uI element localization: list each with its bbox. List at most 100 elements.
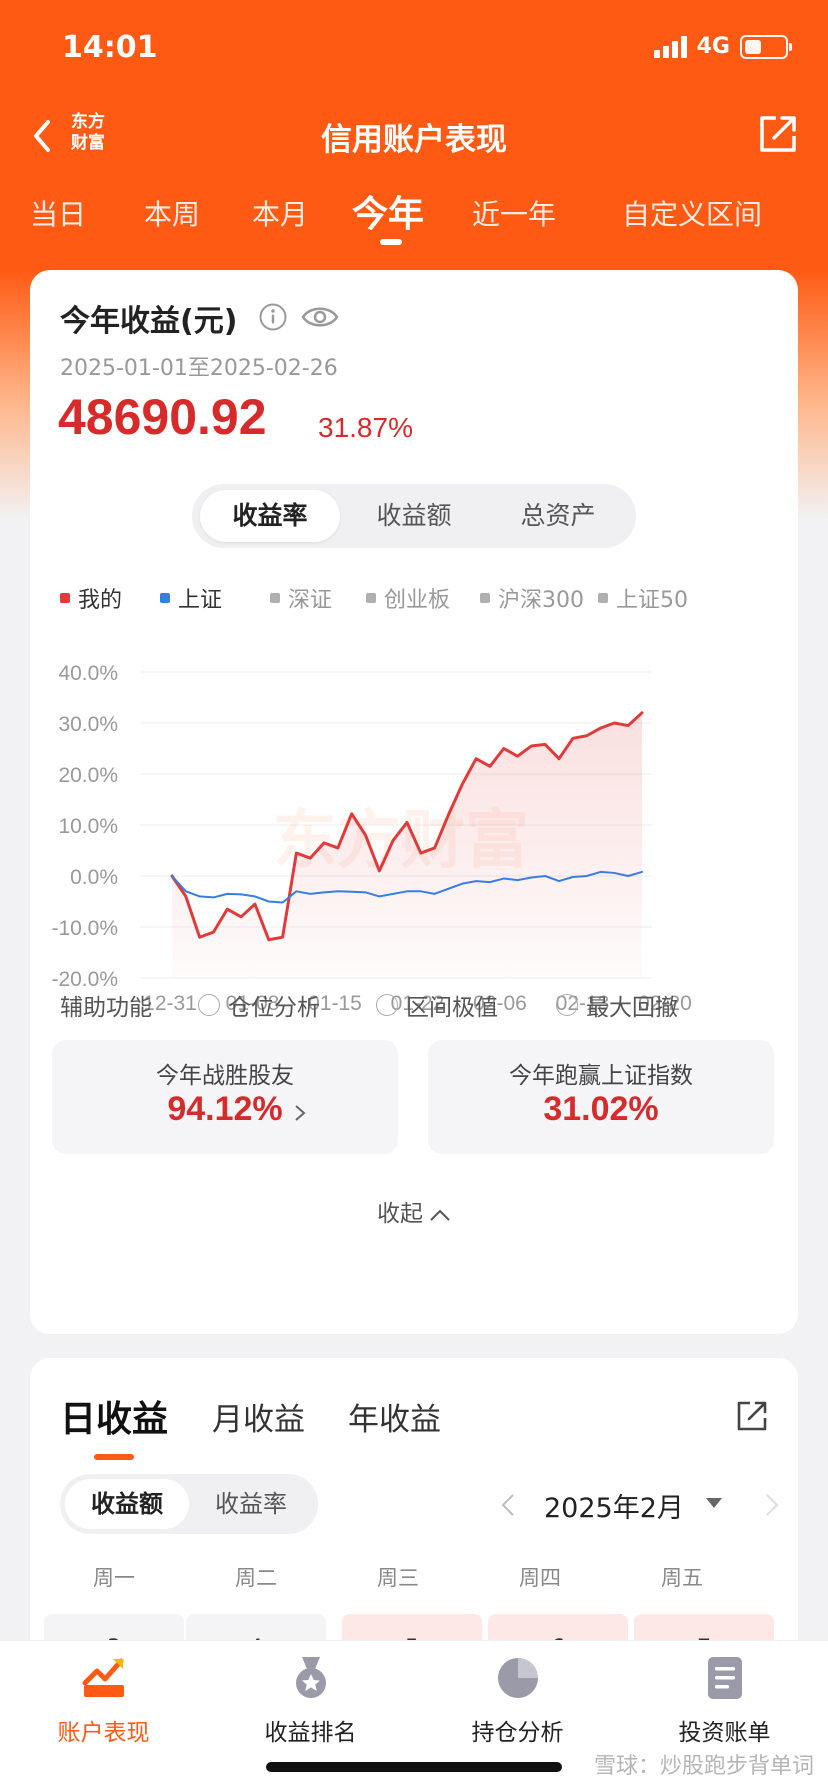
series-line-shanghai xyxy=(171,870,643,904)
legend-item-shanghai[interactable]: 上证 xyxy=(160,582,222,614)
tabbar-account-performance[interactable]: 账户表现 xyxy=(0,1655,207,1747)
chevron-up-icon xyxy=(430,1209,450,1221)
weekday-label: 周三 xyxy=(377,1566,419,1590)
tab-today[interactable]: 当日 xyxy=(30,198,87,231)
total-return-percent: 31.87% xyxy=(318,412,413,443)
total-return-value: 48690.92 xyxy=(58,389,267,445)
legend-label: 创业板 xyxy=(384,588,451,613)
tab-yearly-returns[interactable]: 年收益 xyxy=(348,1402,441,1438)
nav-bar: 东方财富 信用账户表现 xyxy=(0,100,828,172)
amount-rate-toggle: 收益额 收益率 xyxy=(60,1474,318,1534)
legend-swatch xyxy=(366,593,376,603)
stat-value: 31.02% xyxy=(543,1090,659,1128)
tab-return-amount[interactable]: 收益额 xyxy=(376,501,452,530)
page-title: 信用账户表现 xyxy=(321,122,507,158)
chevron-right-icon xyxy=(295,1105,306,1121)
dropdown-icon[interactable] xyxy=(706,1498,722,1508)
beat-index-stat: 今年跑赢上证指数 31.02% xyxy=(428,1040,774,1154)
y-tick-label: 20.0% xyxy=(58,764,118,787)
stat-value: 94.12% xyxy=(167,1090,283,1128)
tabbar-label: 持仓分析 xyxy=(471,1720,564,1746)
signal-icon xyxy=(653,35,687,58)
option-range-extremes[interactable]: 区间极值 xyxy=(376,988,498,1022)
legend-item-shenzhen[interactable]: 深证 xyxy=(270,582,332,614)
return-chart[interactable]: 40.0%30.0%20.0%10.0%0.0%-10.0%-20.0%东方财富… xyxy=(30,640,798,1050)
status-icons: 4G xyxy=(653,34,792,59)
weekday-label: 周二 xyxy=(235,1566,277,1590)
date-range: 2025-01-01至2025-02-26 xyxy=(60,356,338,381)
weekday-label: 周一 xyxy=(93,1566,135,1590)
legend-swatch xyxy=(480,593,490,603)
battery-icon xyxy=(740,34,792,59)
tab-last-year[interactable]: 近一年 xyxy=(472,198,557,231)
tabbar-return-ranking[interactable]: 收益排名 xyxy=(207,1655,414,1747)
summary-title: 今年收益(元) xyxy=(60,304,238,339)
tabbar-holdings-analysis[interactable]: 持仓分析 xyxy=(414,1655,621,1747)
y-tick-label: 0.0% xyxy=(70,866,118,889)
summary-card: 今年收益(元) 2025-01-01至2025-02-26 48690.92 3… xyxy=(30,270,798,1334)
toggle-amount[interactable]: 收益额 xyxy=(65,1479,189,1529)
chevron-left-icon[interactable] xyxy=(500,1492,516,1518)
toggle-rate[interactable]: 收益率 xyxy=(215,1490,287,1518)
legend-item-csi300[interactable]: 沪深300 xyxy=(480,582,584,614)
collapse-label: 收起 xyxy=(377,1201,423,1227)
series-area xyxy=(172,712,642,978)
tabbar-label: 账户表现 xyxy=(57,1720,150,1746)
info-icon[interactable] xyxy=(258,302,288,332)
radio-icon xyxy=(556,994,578,1016)
tabbar-label: 投资账单 xyxy=(678,1720,771,1746)
legend-label: 上证 xyxy=(178,588,223,613)
status-time: 14:01 xyxy=(62,30,158,65)
tab-return-rate[interactable]: 收益率 xyxy=(200,490,340,542)
legend-label: 上证50 xyxy=(616,588,688,613)
x-tick-label: 02-06 xyxy=(473,992,527,1015)
network-label: 4G xyxy=(696,34,730,59)
x-tick-label: 02-20 xyxy=(638,992,692,1015)
pie-chart-icon xyxy=(497,1658,538,1698)
tab-daily-returns[interactable]: 日收益 xyxy=(60,1399,169,1440)
share-icon[interactable] xyxy=(734,1398,770,1434)
status-bar: 14:01 4G xyxy=(0,0,828,100)
month-label[interactable]: 2025年2月 xyxy=(544,1493,684,1524)
tab-custom-range[interactable]: 自定义区间 xyxy=(622,198,763,231)
legend-label: 沪深300 xyxy=(498,588,584,613)
y-tick-label: -20.0% xyxy=(51,968,118,991)
logo: 东方财富 xyxy=(71,112,105,153)
watermark: 雪球：炒股跑步背单词 xyxy=(593,1754,814,1779)
chevron-right-icon[interactable] xyxy=(764,1492,780,1518)
y-tick-label: 30.0% xyxy=(58,713,118,736)
x-tick-label: 01-08 xyxy=(226,992,280,1015)
collapse-button[interactable]: 收起 xyxy=(30,1194,798,1228)
tab-this-week[interactable]: 本周 xyxy=(144,198,201,231)
weekday-label: 周五 xyxy=(661,1566,703,1590)
back-icon[interactable] xyxy=(28,118,58,154)
period-tabs: 当日 本周 本月 今年 近一年 自定义区间 xyxy=(0,185,828,249)
eye-icon[interactable] xyxy=(300,300,340,334)
legend-item-mine[interactable]: 我的 xyxy=(60,582,122,614)
tab-this-month[interactable]: 本月 xyxy=(252,198,309,231)
option-max-drawdown[interactable]: 最大回撤 xyxy=(556,988,678,1022)
tab-total-assets[interactable]: 总资产 xyxy=(520,501,596,530)
beat-peers-stat[interactable]: 今年战胜股友 94.12% xyxy=(52,1040,398,1154)
tabbar-investment-bill[interactable]: 投资账单 xyxy=(621,1655,828,1747)
home-indicator xyxy=(266,1762,562,1772)
legend-item-sse50[interactable]: 上证50 xyxy=(598,582,688,614)
radio-icon xyxy=(376,994,398,1016)
tab-this-year[interactable]: 今年 xyxy=(352,194,425,235)
active-tab-indicator xyxy=(94,1454,134,1460)
option-label: 最大回撤 xyxy=(586,995,678,1021)
tabbar-label: 收益排名 xyxy=(264,1720,357,1746)
share-icon[interactable] xyxy=(756,112,800,156)
x-tick-label: 01-15 xyxy=(308,992,362,1015)
chart-legend: 我的 上证 深证 创业板 沪深300 上证50 xyxy=(60,582,780,618)
y-tick-label: 40.0% xyxy=(58,662,118,685)
option-position-analysis[interactable]: 仓位分析 xyxy=(198,988,320,1022)
month-selector: 2025年2月 xyxy=(500,1482,780,1526)
aux-functions: 辅助功能 仓位分析 区间极值 最大回撤 xyxy=(60,984,780,1024)
legend-label: 深证 xyxy=(288,588,333,613)
legend-item-chinext[interactable]: 创业板 xyxy=(366,582,450,614)
tab-monthly-returns[interactable]: 月收益 xyxy=(212,1402,305,1438)
medal-icon xyxy=(295,1657,326,1698)
legend-swatch xyxy=(270,593,280,603)
weekday-label: 周四 xyxy=(519,1566,561,1590)
